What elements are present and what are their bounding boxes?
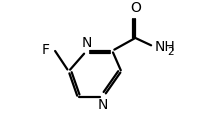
Text: N: N [81,35,92,50]
Text: F: F [41,43,49,56]
Text: N: N [98,98,109,112]
Text: O: O [130,1,141,15]
Text: 2: 2 [167,47,173,57]
Text: NH: NH [155,40,175,54]
